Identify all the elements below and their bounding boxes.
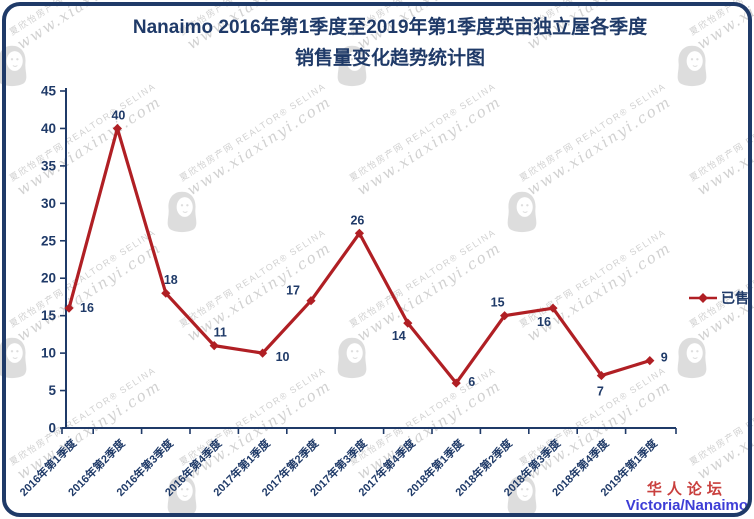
legend-marker-icon: [689, 293, 717, 303]
data-point-label: 14: [392, 329, 406, 343]
data-point-label: 26: [350, 213, 364, 227]
data-point-marker: [112, 123, 122, 134]
data-point-label: 16: [80, 301, 94, 315]
data-point-label: 6: [468, 375, 475, 389]
data-point-marker: [596, 370, 606, 381]
data-point-label: 17: [286, 284, 300, 298]
y-tick-label: 0: [48, 421, 56, 436]
watermark-portrait-logo-icon: [677, 45, 707, 87]
data-point-label: 9: [661, 351, 668, 365]
data-point-marker: [500, 311, 510, 321]
y-tick-label: 30: [41, 196, 56, 211]
watermark-portrait-logo-icon: [677, 337, 707, 379]
y-tick-label: 35: [41, 158, 57, 173]
chart-title-line1: Nanaimo 2016年第1季度至2019年第1季度英亩独立屋各季度: [132, 17, 648, 38]
data-point-label: 40: [111, 108, 125, 122]
data-point-marker: [306, 296, 316, 306]
y-tick-label: 25: [41, 233, 57, 248]
sales-line: [67, 126, 652, 385]
footer-branding: 华人论坛 Victoria/Nanaimo: [625, 481, 748, 515]
y-tick-label: 40: [41, 121, 56, 136]
forum-region: Victoria/Nanaimo: [625, 497, 748, 515]
watermark-portrait-logo-icon: [0, 337, 27, 379]
data-point-marker: [451, 378, 461, 388]
data-point-marker: [645, 356, 655, 366]
watermark-portrait-logo-icon: [337, 45, 367, 87]
data-point-marker: [258, 348, 268, 358]
y-tick-label: 15: [41, 308, 57, 323]
forum-name: 华人论坛: [646, 481, 727, 498]
legend: 已售: [689, 288, 749, 308]
data-point-label: 7: [597, 385, 604, 399]
data-point-marker: [209, 341, 219, 351]
watermark-portrait-logo-icon: [507, 475, 537, 517]
data-point-label: 15: [491, 296, 505, 310]
y-tick-label: 45: [41, 84, 57, 99]
y-tick-label: 10: [41, 346, 56, 361]
data-point-label: 11: [214, 326, 227, 340]
y-tick-label: 5: [48, 383, 56, 398]
data-point-label: 18: [164, 273, 178, 287]
watermark-portrait-logo-icon: [337, 337, 367, 379]
data-point-marker: [403, 318, 413, 328]
data-point-marker: [354, 228, 364, 238]
watermark-portrait-logo-icon: [507, 191, 537, 233]
data-point-label: 10: [276, 350, 290, 364]
legend-label: 已售: [721, 290, 749, 306]
data-point-label: 16: [537, 315, 551, 329]
data-point-marker: [161, 288, 171, 298]
watermark-portrait-logo-icon: [0, 45, 27, 87]
data-point-marker: [64, 303, 74, 313]
y-tick-label: 20: [41, 271, 56, 286]
chart-title-line2: 销售量变化趋势统计图: [294, 48, 485, 69]
watermark-portrait-logo-icon: [167, 475, 197, 517]
watermark-portrait-logo-icon: [167, 191, 197, 233]
data-point-marker: [548, 303, 558, 313]
chart-title: Nanaimo 2016年第1季度至2019年第1季度英亩独立屋各季度 销售量变…: [0, 12, 754, 74]
